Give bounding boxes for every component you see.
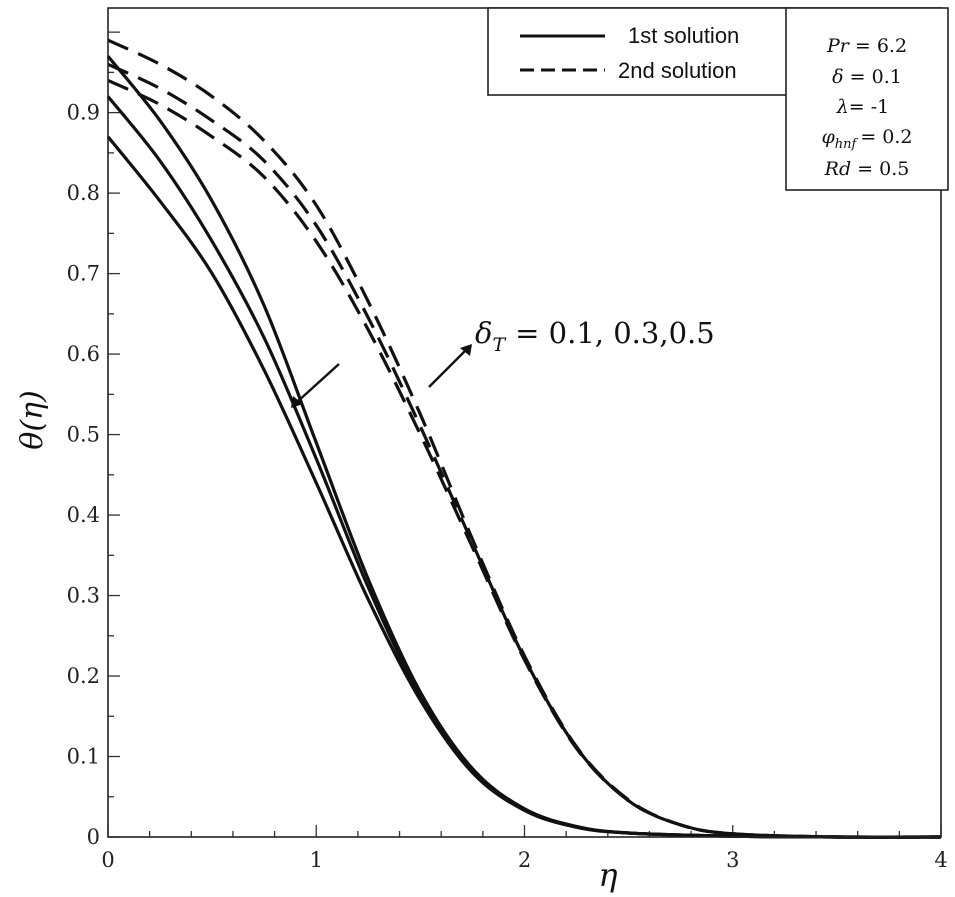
y-tick-label: 0.6: [67, 342, 100, 366]
y-tick-label: 0.1: [67, 745, 100, 769]
y-tick-label: 0.2: [67, 664, 100, 688]
arrow-first-solution-head: [291, 396, 303, 408]
x-tick-label: 1: [310, 848, 323, 872]
legend-entry-2nd-solution: 2nd solution: [618, 58, 737, 83]
annotation-label: δT = 0.1, 0.3,0.5: [475, 316, 715, 356]
delta-t-annotation: δT = 0.1, 0.3,0.5: [291, 316, 715, 408]
param-delta: δ = 0.1: [832, 66, 902, 88]
x-tick-label: 0: [101, 848, 114, 872]
series-group: [106, 38, 942, 839]
y-tick-label: 0.7: [67, 262, 100, 286]
y-tick-label: 0.5: [67, 423, 100, 447]
y-tick-label: 0.9: [67, 101, 100, 125]
parameter-box: Pr = 6.2 δ = 0.1 λ= -1 φhnf = 0.2 Rd = 0.…: [785, 7, 949, 191]
y-tick-label: 0.3: [67, 584, 100, 608]
y-axis-label: θ(η): [15, 390, 50, 449]
x-axis-label: η: [598, 856, 617, 894]
x-tick-label: 4: [934, 848, 947, 872]
x-tick-label: 2: [518, 848, 531, 872]
legend-entry-1st-solution: 1st solution: [628, 23, 739, 48]
param-lambda: λ= -1: [836, 96, 890, 118]
second-solution-curve-3: [107, 38, 942, 839]
parameter-box-frame: [785, 7, 949, 191]
arrow-second-solution-head: [460, 344, 472, 356]
arrow-second-solution: [428, 349, 467, 388]
legend: 1st solution 2nd solution: [487, 7, 788, 96]
arrow-first-solution: [296, 363, 340, 403]
first-solution-curve-3: [106, 135, 942, 839]
y-tick-label: 0.4: [67, 503, 100, 527]
second-solution-curve-1: [107, 78, 942, 839]
param-phi-hnf: φhnf = 0.2: [821, 126, 912, 152]
param-rd: Rd = 0.5: [824, 158, 910, 180]
param-pr: Pr = 6.2: [826, 35, 907, 57]
y-tick-label: 0: [87, 825, 100, 849]
second-solution-curve-2: [107, 62, 942, 839]
x-tick-label: 3: [726, 848, 739, 872]
y-tick-label: 0.8: [67, 181, 100, 205]
tick-group: 0 1 2 3 4 0 0.1 0.2 0.3 0.4 0.5 0.6 0.7 0.8 0.9: [67, 31, 948, 872]
